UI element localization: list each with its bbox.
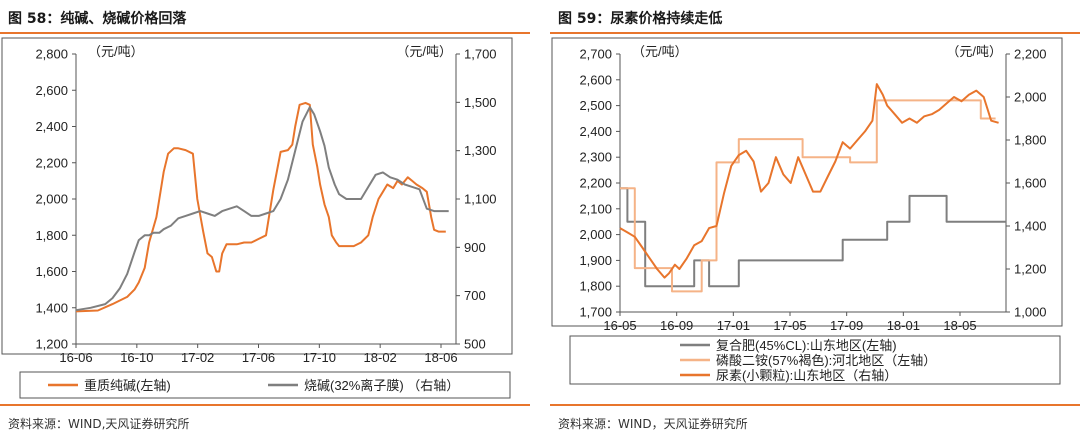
- series-line: [620, 99, 996, 293]
- y-right-tick-label: 2,200: [1014, 47, 1047, 62]
- y-left-tick-label: 2,800: [35, 47, 68, 62]
- y-left-tick-label: 2,100: [579, 201, 612, 216]
- source-note: 资料来源：WIND，天风证券研究所: [558, 417, 748, 431]
- x-tick-label: 17-06: [242, 350, 275, 365]
- y-right-tick-label: 700: [464, 288, 486, 303]
- x-tick-label: 17-02: [181, 350, 214, 365]
- title-rule: [550, 32, 1080, 34]
- y-left-tick-label: 2,600: [579, 72, 612, 87]
- x-tick-label: 17-05: [773, 318, 806, 333]
- legend-label: 复合肥(45%CL):山东地区(左轴): [716, 338, 897, 353]
- x-tick-label: 16-05: [603, 318, 636, 333]
- chart-title: 图 59：尿素价格持续走低: [558, 11, 723, 27]
- y-left-tick-label: 1,200: [35, 337, 68, 352]
- y-right-tick-label: 1,700: [464, 47, 497, 62]
- series-line: [75, 101, 446, 313]
- chart-frame: [1, 37, 513, 355]
- y-right-tick-label: 1,300: [464, 143, 497, 158]
- x-tick-label: 16-09: [660, 318, 693, 333]
- y-right-tick-label: 1,600: [1014, 176, 1047, 191]
- y-right-tick-label: 1,200: [1014, 262, 1047, 277]
- y-right-tick-label: 1,000: [1014, 305, 1047, 320]
- y-right-unit-label: （元/吨）: [396, 44, 452, 59]
- x-tick-label: 17-01: [717, 318, 750, 333]
- y-left-tick-label: 2,300: [579, 150, 612, 165]
- y-left-tick-label: 2,600: [35, 83, 68, 98]
- source-rule: [550, 404, 1080, 406]
- y-left-tick-label: 2,400: [35, 119, 68, 134]
- chart-title: 图 58：纯碱、烧碱价格回落: [8, 11, 187, 27]
- series-line: [619, 83, 999, 279]
- y-left-unit-label: （元/吨）: [88, 44, 144, 59]
- y-left-tick-label: 2,000: [35, 192, 68, 207]
- chart-frame: [551, 37, 1063, 327]
- y-left-tick-label: 1,600: [35, 264, 68, 279]
- y-right-tick-label: 900: [464, 240, 486, 255]
- y-left-tick-label: 1,800: [35, 228, 68, 243]
- x-tick-label: 16-10: [120, 350, 153, 365]
- source-note: 资料来源：WIND,天风证券研究所: [8, 417, 190, 431]
- x-tick-label: 16-06: [59, 350, 92, 365]
- y-right-tick-label: 1,800: [1014, 133, 1047, 148]
- x-tick-label: 17-09: [830, 318, 863, 333]
- legend-label: 重质纯碱(左轴): [84, 378, 171, 393]
- x-tick-label: 18-06: [424, 350, 457, 365]
- y-left-tick-label: 2,700: [579, 47, 612, 62]
- y-right-tick-label: 1,500: [464, 95, 497, 110]
- x-tick-label: 18-02: [364, 350, 397, 365]
- legend-label: 磷酸二铵(57%褐色):河北地区（左轴）: [716, 353, 936, 368]
- legend-label: 烧碱(32%离子膜) （右轴）: [304, 378, 459, 393]
- x-tick-label: 18-01: [887, 318, 920, 333]
- y-right-tick-label: 2,000: [1014, 90, 1047, 105]
- y-left-tick-label: 1,800: [579, 279, 612, 294]
- soda-ash-caustic-soda-chart: 1,200 1,400 1,600 1,800 2,000 2,200 2,400 2,600…: [1, 37, 513, 399]
- chart-panel-urea: 图 59：尿素价格持续走低 1,700 1,800 1,900 2,000 2,100 2…: [550, 0, 1080, 439]
- x-tick-label: 18-05: [943, 318, 976, 333]
- urea-fertilizer-chart: 1,700 1,800 1,900 2,000 2,100 2,200 2,300 2,400…: [551, 37, 1063, 385]
- y-left-tick-label: 1,400: [35, 300, 68, 315]
- y-left-tick-label: 2,400: [579, 124, 612, 139]
- series-line: [620, 187, 1006, 288]
- y-left-tick-label: 1,900: [579, 253, 612, 268]
- series-line: [75, 106, 449, 312]
- y-left-tick-label: 2,200: [35, 155, 68, 170]
- title-rule: [0, 32, 530, 34]
- y-right-tick-label: 500: [464, 337, 486, 352]
- y-right-tick-label: 1,400: [1014, 219, 1047, 234]
- y-left-tick-label: 2,500: [579, 98, 612, 113]
- y-right-tick-label: 1,100: [464, 192, 497, 207]
- source-rule: [0, 404, 530, 406]
- legend-box: [19, 371, 511, 399]
- y-left-tick-label: 2,000: [579, 227, 612, 242]
- chart-panel-soda: 图 58：纯碱、烧碱价格回落 1,200 1,400 1,600 1,800 2,000…: [0, 0, 530, 439]
- y-left-tick-label: 1,700: [579, 305, 612, 320]
- y-left-tick-label: 2,200: [579, 176, 612, 191]
- y-left-unit-label: （元/吨）: [632, 44, 688, 59]
- x-tick-label: 17-10: [303, 350, 336, 365]
- legend-label: 尿素(小颗粒):山东地区（右轴）: [716, 368, 897, 383]
- y-right-unit-label: （元/吨）: [946, 44, 1002, 59]
- legend-box: [569, 335, 1061, 385]
